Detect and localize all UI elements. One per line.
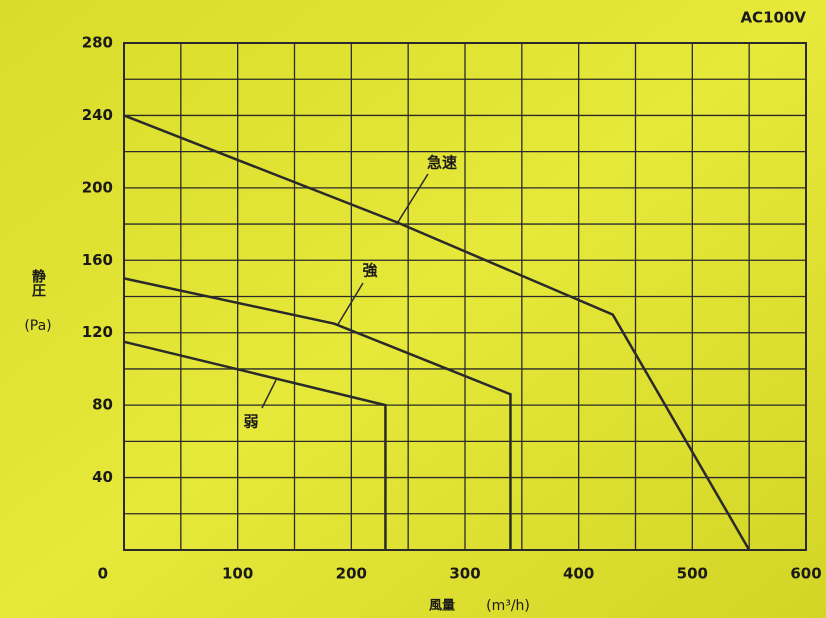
x-tick-label: 500 bbox=[677, 565, 708, 583]
x-tick-label: 400 bbox=[563, 565, 594, 583]
y-label: 静圧 bbox=[30, 268, 46, 298]
x-tick-label: 100 bbox=[222, 565, 253, 583]
x-tick-label: 200 bbox=[336, 565, 367, 583]
x-tick-label: 0 bbox=[98, 565, 108, 583]
series-label: 急速 bbox=[427, 154, 457, 172]
y-tick-label: 160 bbox=[82, 251, 113, 269]
y-tick-label: 80 bbox=[92, 396, 113, 414]
series-label: 弱 bbox=[243, 413, 258, 431]
chart: AC100V 静圧 (Pa) 風量 (m³/h) 急速 強 弱 0 100 200 3… bbox=[0, 0, 826, 618]
y-tick-label: 200 bbox=[82, 178, 113, 196]
x-tick-label: 600 bbox=[790, 565, 821, 583]
y-unit: (Pa) bbox=[24, 318, 51, 334]
y-tick-label: 120 bbox=[82, 323, 113, 341]
x-label: 風量 bbox=[429, 599, 455, 614]
series-label: 強 bbox=[362, 262, 377, 280]
y-tick-label: 40 bbox=[92, 468, 113, 486]
y-tick-label: 280 bbox=[82, 34, 113, 52]
y-tick-label: 240 bbox=[82, 106, 113, 124]
x-tick-label: 300 bbox=[449, 565, 480, 583]
chart-title: AC100V bbox=[740, 9, 806, 27]
x-unit: (m³/h) bbox=[486, 598, 530, 614]
